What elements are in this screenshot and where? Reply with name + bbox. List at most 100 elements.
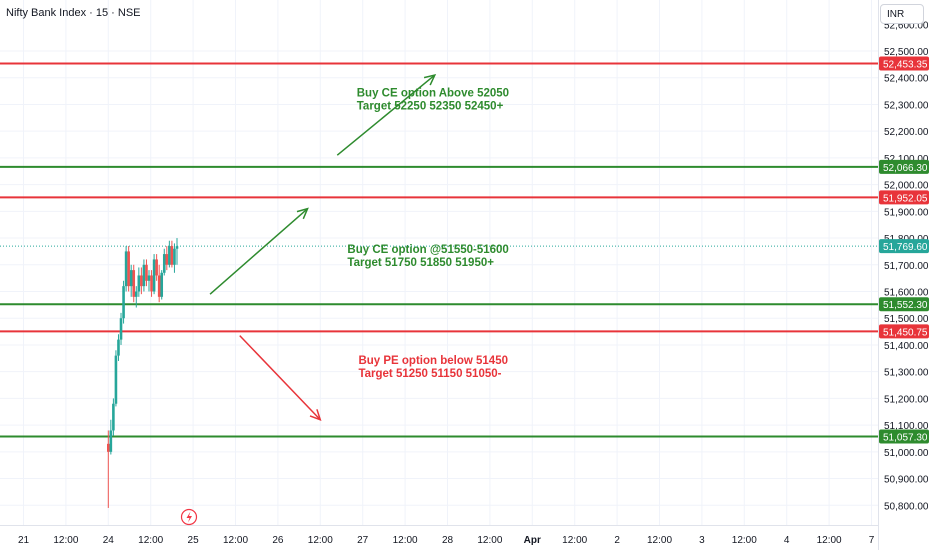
candle[interactable]	[150, 270, 153, 297]
symbol-title: Nifty Bank Index · 15 · NSE	[6, 7, 141, 19]
candle[interactable]	[132, 264, 136, 303]
candles	[107, 238, 179, 508]
candle[interactable]	[160, 270, 164, 300]
candle[interactable]	[162, 248, 166, 276]
candle[interactable]	[119, 312, 123, 345]
event-lightning-icon[interactable]	[180, 508, 198, 526]
candle[interactable]	[137, 267, 141, 297]
candle-body	[160, 272, 164, 297]
candle[interactable]	[107, 430, 110, 508]
candle[interactable]	[145, 259, 148, 287]
candle[interactable]	[170, 240, 174, 268]
candle[interactable]	[129, 264, 133, 297]
candle[interactable]	[109, 419, 113, 455]
time-tick-label: 24	[103, 535, 115, 546]
annotation-line: Target 51750 51850 51950+	[347, 257, 494, 269]
candle[interactable]	[155, 254, 158, 281]
candle[interactable]	[122, 280, 125, 324]
time-tick-label: 3	[699, 535, 705, 546]
price-tick-label: 51,500.00	[884, 314, 929, 325]
candle[interactable]	[168, 240, 171, 268]
level-price-tag	[879, 324, 929, 339]
arrow-head	[309, 409, 322, 422]
candle[interactable]	[114, 350, 118, 407]
price-axis[interactable]: 52,600.00 52,500.00 52,400.00 52,300.00 52,2…	[884, 20, 929, 512]
trend-arrow[interactable]	[336, 73, 437, 156]
candle[interactable]	[173, 243, 176, 273]
time-axis[interactable]: 21 12:00 24 12:00 25 12:00 26 12:00 27 12:00 28 12:…	[18, 535, 875, 546]
time-tick-label: 27	[357, 535, 369, 546]
candle-body	[119, 318, 123, 340]
candle-body	[157, 275, 161, 297]
time-tick-label: Apr	[524, 535, 541, 546]
candle-body	[173, 248, 176, 265]
price-tick-label: 51,900.00	[884, 207, 929, 218]
candle-body	[150, 275, 153, 292]
time-tick-label: 12:00	[223, 535, 248, 546]
time-tick-label: 12:00	[562, 535, 587, 546]
candle-body	[129, 270, 133, 287]
time-tick-label: 2	[614, 535, 620, 546]
candle-body	[155, 259, 158, 276]
candle[interactable]	[124, 246, 128, 292]
price-tick-label: 51,000.00	[884, 448, 929, 459]
candle-body	[132, 270, 136, 297]
candle-body	[134, 291, 138, 297]
time-tick-label: 25	[188, 535, 200, 546]
candle[interactable]	[147, 270, 151, 292]
candle[interactable]	[112, 398, 115, 436]
candle-body	[147, 275, 151, 281]
trend-arrow[interactable]	[209, 207, 309, 295]
annotation-line: Buy PE option below 51450	[358, 355, 508, 367]
candle[interactable]	[142, 259, 146, 292]
candle-body	[162, 254, 166, 273]
time-tick-label: 12:00	[647, 535, 672, 546]
candle-body	[124, 251, 128, 287]
price-tick-label: 52,600.00	[884, 20, 929, 31]
level-price-tag	[879, 297, 929, 312]
candle[interactable]	[152, 254, 156, 295]
level-price-label: 52,066.30	[883, 163, 928, 174]
annotation-line: Buy CE option Above 52050	[357, 87, 509, 99]
time-tick-label: 28	[442, 535, 454, 546]
candle-body	[117, 339, 120, 356]
time-tick-label: 12:00	[393, 535, 418, 546]
candle[interactable]	[175, 238, 179, 265]
level-price-label: 52,453.35	[883, 59, 928, 70]
candle[interactable]	[157, 264, 161, 303]
price-tick-label: 51,100.00	[884, 421, 929, 432]
candle[interactable]	[140, 267, 143, 295]
price-tick-label: 52,200.00	[884, 127, 929, 138]
price-tick-label: 52,100.00	[884, 154, 929, 165]
candle[interactable]	[127, 246, 130, 292]
candle-body	[137, 275, 141, 292]
level-price-tag	[879, 56, 929, 71]
annotation-line: Target 51250 51150 51050-	[358, 368, 501, 380]
arrow-shaft	[239, 335, 321, 421]
price-tick-label: 51,300.00	[884, 368, 929, 379]
annotation-line: Buy CE option @51550-51600	[347, 244, 508, 256]
price-tick-label: 52,300.00	[884, 100, 929, 111]
trend-arrow[interactable]	[239, 335, 322, 422]
currency-button[interactable]: INR	[880, 4, 924, 24]
level-price-tag	[879, 159, 929, 174]
candle[interactable]	[117, 334, 120, 361]
arrow-shaft	[336, 74, 436, 156]
candle[interactable]	[165, 246, 169, 271]
level-price-label: 51,450.75	[883, 327, 928, 338]
last-price-tag	[879, 239, 929, 254]
candle-body	[168, 246, 171, 265]
price-tick-label: 52,000.00	[884, 181, 929, 192]
time-tick-label: 12:00	[732, 535, 757, 546]
time-tick-label: 12:00	[53, 535, 78, 546]
level-price-label: 51,552.30	[883, 300, 928, 311]
time-tick-label: 12:00	[477, 535, 502, 546]
candle-body	[107, 443, 110, 452]
candle[interactable]	[134, 286, 138, 308]
candle-body	[170, 246, 174, 265]
